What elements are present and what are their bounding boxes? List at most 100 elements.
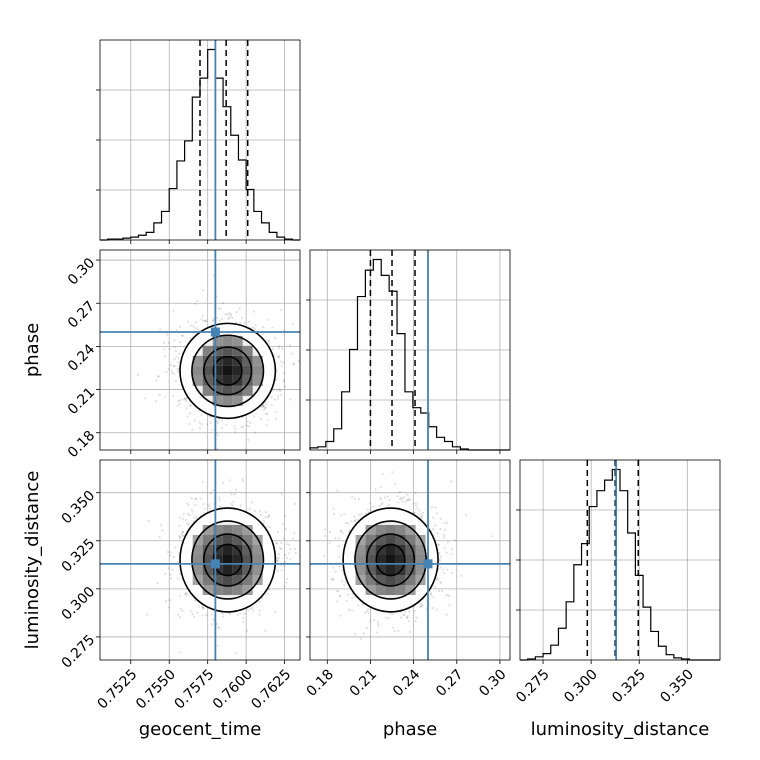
sample-point xyxy=(266,592,269,595)
sample-point xyxy=(262,326,265,329)
sample-point xyxy=(254,327,257,330)
sample-point xyxy=(165,333,168,336)
sample-point xyxy=(437,589,440,593)
sample-point xyxy=(218,498,221,502)
sample-point xyxy=(328,541,331,544)
sample-point xyxy=(294,551,297,555)
sample-point xyxy=(188,404,191,407)
sample-point xyxy=(262,404,265,408)
sample-point xyxy=(168,599,171,602)
sample-point xyxy=(324,534,327,538)
sample-point xyxy=(338,555,341,559)
sample-point xyxy=(158,536,161,539)
sample-point xyxy=(293,547,296,551)
sample-point xyxy=(177,613,180,616)
sample-point xyxy=(394,482,397,485)
x-axis-label-geocent_time: geocent_time xyxy=(139,719,262,740)
sample-point xyxy=(239,504,242,507)
panel-frame-2d-geocent_time-luminosity_distance xyxy=(99,459,301,661)
sample-point xyxy=(389,613,392,616)
sample-point xyxy=(189,336,192,339)
sample-point xyxy=(194,497,197,500)
sample-point xyxy=(268,342,271,345)
density-pixel xyxy=(395,575,406,585)
sample-point xyxy=(235,311,238,314)
sample-point xyxy=(145,613,149,616)
y-tick-label-phase: 0.21 xyxy=(65,385,98,418)
density-pixel xyxy=(355,555,366,565)
sample-point xyxy=(358,513,361,517)
sample-point xyxy=(403,614,406,617)
sample-point xyxy=(345,599,348,603)
density-pixel xyxy=(212,535,223,545)
sample-point xyxy=(199,497,202,500)
density-pixel xyxy=(385,525,396,535)
sample-point xyxy=(264,412,267,415)
density-pixel xyxy=(405,555,416,565)
sample-point xyxy=(386,495,389,498)
density-pixel xyxy=(202,585,213,595)
sample-point xyxy=(267,339,271,342)
sample-point xyxy=(168,554,172,557)
sample-point xyxy=(208,415,211,418)
contour-level-0 xyxy=(375,543,406,577)
sample-point xyxy=(345,521,348,525)
sample-point xyxy=(177,561,180,564)
sample-point xyxy=(344,581,347,584)
density-pixel xyxy=(212,385,223,396)
sample-point xyxy=(404,500,407,503)
sample-point xyxy=(277,345,280,348)
sample-point xyxy=(200,414,203,417)
x-tick-label-luminosity_distance: 0.300 xyxy=(561,666,601,706)
density-pixel xyxy=(192,555,203,565)
x-axis-label-luminosity_distance: luminosity_distance xyxy=(531,719,710,740)
sample-point xyxy=(346,522,349,525)
sample-point xyxy=(211,319,214,322)
sample-point xyxy=(454,539,457,542)
sample-point xyxy=(205,319,208,322)
sample-point xyxy=(273,398,276,401)
sample-point xyxy=(367,611,370,615)
sample-point xyxy=(190,508,193,511)
sample-point xyxy=(283,560,287,564)
density-pixel xyxy=(202,535,213,545)
sample-point xyxy=(221,426,224,429)
sample-point xyxy=(188,423,191,426)
sample-point xyxy=(402,496,406,499)
sample-point xyxy=(283,372,286,375)
density-pixel xyxy=(405,575,416,585)
sample-point xyxy=(176,367,179,371)
sample-point xyxy=(431,595,434,598)
sample-point xyxy=(350,520,353,523)
sample-point xyxy=(184,593,187,596)
sample-point xyxy=(356,518,359,521)
density-pixel xyxy=(232,345,243,356)
sample-point xyxy=(419,516,422,519)
sample-point xyxy=(185,518,188,522)
sample-point xyxy=(445,613,448,616)
sample-point xyxy=(284,554,287,557)
contour-level-3 xyxy=(179,322,277,420)
density-pixel xyxy=(192,355,203,366)
sample-point xyxy=(274,611,277,614)
density-pixel xyxy=(232,555,243,565)
sample-point xyxy=(232,500,235,503)
sample-point xyxy=(190,497,193,500)
sample-point xyxy=(292,363,295,366)
sample-point xyxy=(374,488,377,491)
sample-point xyxy=(143,397,146,400)
sample-point xyxy=(366,610,369,613)
sample-point xyxy=(341,580,344,583)
density-pixel xyxy=(232,525,243,535)
sample-point xyxy=(291,352,294,355)
sample-point xyxy=(419,605,422,608)
sample-point xyxy=(415,502,418,505)
sample-point xyxy=(233,425,236,428)
sample-point xyxy=(334,536,337,540)
sample-point xyxy=(278,547,281,550)
sample-point xyxy=(177,357,180,360)
sample-point xyxy=(189,324,192,327)
sample-point xyxy=(364,611,367,614)
y-tick-label-luminosity_distance: 0.350 xyxy=(59,488,99,528)
sample-point xyxy=(275,370,278,373)
